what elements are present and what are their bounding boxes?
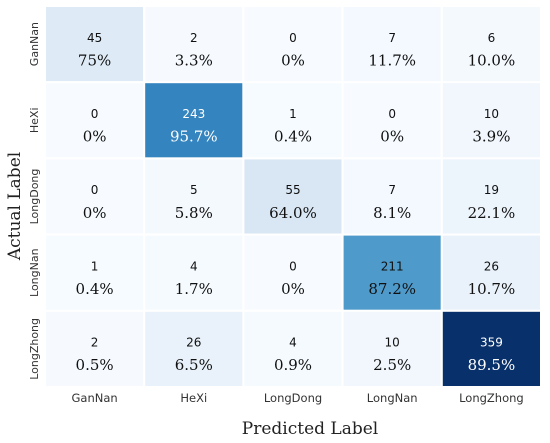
x-tick-label-3: LongNan xyxy=(367,391,418,405)
cell-percent-0-0: 75% xyxy=(78,51,111,69)
heatmap-cell-1-2 xyxy=(242,81,344,160)
cell-percent-0-4: 10.0% xyxy=(468,51,516,69)
cell-count-3-3: 211 xyxy=(381,259,404,273)
heatmap-cell-2-1 xyxy=(143,157,245,236)
cell-percent-4-1: 6.5% xyxy=(175,356,213,374)
cell-percent-2-1: 5.8% xyxy=(175,204,213,222)
cell-count-0-3: 7 xyxy=(388,31,396,45)
x-tick-label-4: LongZhong xyxy=(459,391,524,405)
heatmap-cell-3-4 xyxy=(440,233,542,312)
cell-percent-3-1: 1.7% xyxy=(175,280,213,298)
cell-percent-1-3: 0% xyxy=(380,128,404,146)
cell-count-4-1: 26 xyxy=(186,336,201,350)
x-tick-labels: GanNan HeXi LongDong LongNan LongZhong xyxy=(72,391,524,405)
y-tick-label-4: LongZhong xyxy=(28,318,41,380)
cell-count-2-1: 5 xyxy=(190,183,198,197)
cell-count-1-2: 1 xyxy=(289,107,297,121)
cell-count-2-4: 19 xyxy=(484,183,499,197)
cell-percent-2-0: 0% xyxy=(83,204,107,222)
cell-percent-4-4: 89.5% xyxy=(468,356,516,374)
cell-percent-2-4: 22.1% xyxy=(468,204,516,222)
cell-count-1-0: 0 xyxy=(91,107,99,121)
heatmap-cell-4-4 xyxy=(440,309,542,388)
cell-count-3-2: 0 xyxy=(289,259,297,273)
cell-percent-1-1: 95.7% xyxy=(170,128,218,146)
cell-percent-0-1: 3.3% xyxy=(175,51,213,69)
cell-percent-4-0: 0.5% xyxy=(76,356,114,374)
cell-count-1-1: 243 xyxy=(182,107,205,121)
x-tick-label-2: LongDong xyxy=(264,391,322,405)
heatmap-cell-4-2 xyxy=(242,309,344,388)
cell-percent-3-2: 0% xyxy=(281,280,305,298)
cell-percent-0-2: 0% xyxy=(281,51,305,69)
cell-percent-3-0: 0.4% xyxy=(76,280,114,298)
cell-percent-0-3: 11.7% xyxy=(368,51,416,69)
cell-percent-2-3: 8.1% xyxy=(373,204,411,222)
cell-percent-3-3: 87.2% xyxy=(368,280,416,298)
cell-percent-1-2: 0.4% xyxy=(274,128,312,146)
cell-count-4-3: 10 xyxy=(385,336,400,350)
cell-count-0-4: 6 xyxy=(488,31,496,45)
cell-count-2-2: 55 xyxy=(285,183,300,197)
x-axis-title: Predicted Label xyxy=(242,419,378,439)
heatmap-cell-3-1 xyxy=(143,233,245,312)
heatmap-cell-0-1 xyxy=(143,5,245,84)
y-axis-title: Actual Label xyxy=(5,152,25,261)
y-tick-labels: GanNan HeXi LongDong LongNan LongZhong xyxy=(28,22,41,380)
heatmap-cell-4-1 xyxy=(143,309,245,388)
cell-count-2-3: 7 xyxy=(388,183,396,197)
heatmap-cell-3-3 xyxy=(341,233,443,312)
cell-count-1-4: 10 xyxy=(484,107,499,121)
cell-count-0-1: 2 xyxy=(190,31,198,45)
x-tick-label-1: HeXi xyxy=(180,391,207,405)
cell-count-3-4: 26 xyxy=(484,259,499,273)
y-tick-label-2: LongDong xyxy=(28,169,41,225)
heatmap-cell-1-0 xyxy=(44,81,146,160)
cell-count-1-3: 0 xyxy=(388,107,396,121)
cell-count-3-0: 1 xyxy=(91,259,99,273)
cell-percent-3-4: 10.7% xyxy=(468,280,516,298)
cell-percent-4-2: 0.9% xyxy=(274,356,312,374)
heatmap-cell-0-0 xyxy=(44,5,146,84)
heatmap-cell-3-2 xyxy=(242,233,344,312)
heatmap-cell-3-0 xyxy=(44,233,146,312)
cell-percent-1-0: 0% xyxy=(83,128,107,146)
heatmap-cell-2-3 xyxy=(341,157,443,236)
cell-count-0-0: 45 xyxy=(87,31,102,45)
cell-count-3-1: 4 xyxy=(190,259,198,273)
cell-count-0-2: 0 xyxy=(289,31,297,45)
heatmap-cell-4-0 xyxy=(44,309,146,388)
cell-count-2-0: 0 xyxy=(91,183,99,197)
heatmap-cells: 4575%23.3%00%711.7%610.0%00%24395.7%10.4… xyxy=(44,5,542,388)
cell-count-4-4: 359 xyxy=(480,336,503,350)
cell-percent-4-3: 2.5% xyxy=(373,356,411,374)
y-tick-label-1: HeXi xyxy=(28,107,41,133)
cell-count-4-2: 4 xyxy=(289,336,297,350)
y-tick-label-0: GanNan xyxy=(28,22,41,66)
cell-count-4-0: 2 xyxy=(91,336,99,350)
cell-percent-2-2: 64.0% xyxy=(269,204,317,222)
cell-percent-1-4: 3.9% xyxy=(472,128,510,146)
heatmap-cell-1-4 xyxy=(440,81,542,160)
y-tick-label-3: LongNan xyxy=(28,248,41,297)
x-tick-label-0: GanNan xyxy=(72,391,118,405)
